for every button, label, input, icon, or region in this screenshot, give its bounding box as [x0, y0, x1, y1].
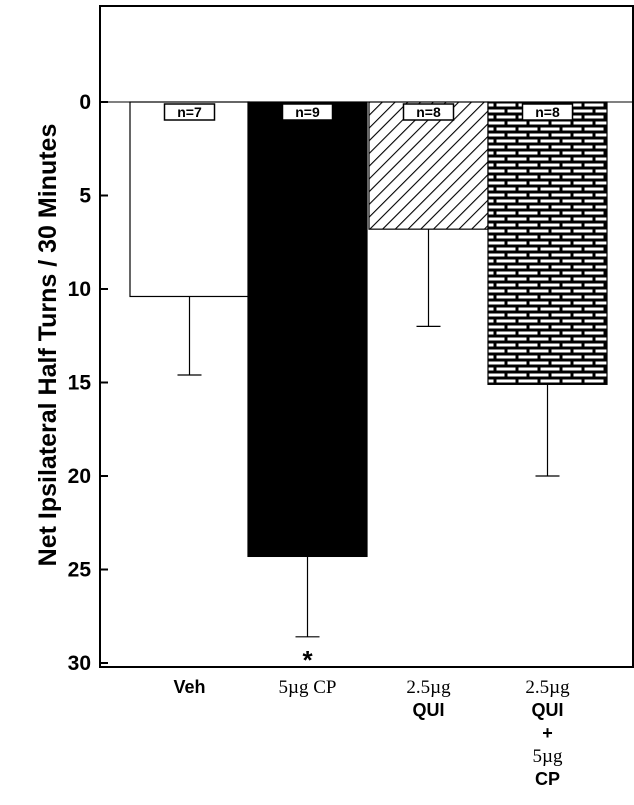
n-label-box [163, 103, 216, 121]
category-label: 2.5µg [406, 677, 451, 698]
bars: n=7 n=9 * n=8 n=8 [129, 101, 608, 675]
n-label: n=7 [177, 104, 202, 120]
significance-marker: * [302, 645, 313, 675]
y-tick-label: 15 [68, 372, 92, 395]
category-label: 5µg [533, 746, 563, 767]
bar [247, 101, 368, 558]
y-tick-label: 10 [68, 278, 91, 301]
bar [129, 101, 250, 298]
category-label: + [542, 723, 553, 743]
category-label: QUI [412, 700, 444, 720]
y-tick-label: 20 [68, 465, 91, 488]
y-tick-label: 30 [68, 652, 91, 675]
category-label: 2.5µg [525, 677, 570, 698]
category-label: CP [535, 769, 560, 789]
bar [487, 101, 608, 385]
n-label-box [521, 103, 574, 121]
y-axis-ticks: 0 5 10 15 20 25 30 [68, 91, 108, 675]
n-label: n=8 [535, 104, 560, 120]
bar [368, 101, 489, 230]
n-label: n=8 [416, 104, 441, 120]
y-tick-label: 25 [68, 559, 92, 582]
y-axis-label: Net Ipsilateral Half Turns / 30 Minutes [34, 124, 62, 567]
n-label-box [281, 103, 334, 121]
plot-frame [99, 5, 634, 668]
y-tick-label: 0 [79, 91, 91, 114]
category-label: QUI [531, 700, 563, 720]
n-label: n=9 [295, 104, 320, 120]
n-label-box [402, 103, 455, 121]
category-label: Veh [173, 677, 205, 697]
category-label: 5µg CP [279, 677, 337, 698]
y-tick-label: 5 [79, 185, 91, 208]
